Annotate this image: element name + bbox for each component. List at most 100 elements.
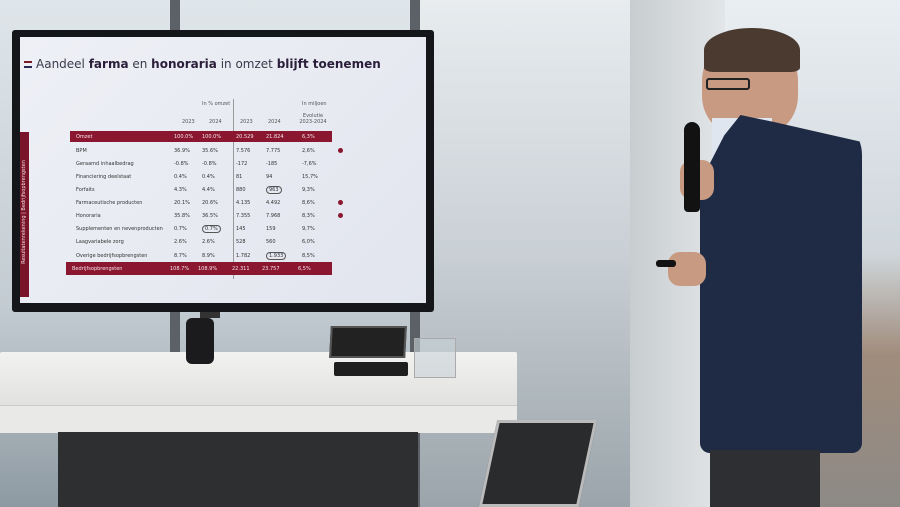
side-label: Resultatenrekening | Bedrijfsopbrengsten: [21, 160, 27, 264]
header-pct-group: In % omzet: [202, 101, 231, 107]
cell-label: Overige bedrijfsopbrengsten: [76, 252, 148, 259]
cell-v2024: 963: [266, 185, 282, 194]
presenter-blazer: [700, 115, 862, 453]
cell-p2024: 20.6%: [202, 199, 218, 206]
cell-v2023: -172: [236, 160, 248, 167]
cell-p2023: 108.7%: [170, 265, 190, 272]
cell-p2023: -0.8%: [174, 160, 189, 167]
highlight-dot-icon: [338, 213, 343, 218]
cell-evo: 9,3%: [302, 186, 315, 193]
cell-label: Geraamd inhaalbedrag: [76, 160, 134, 167]
presenter-hair: [704, 28, 800, 72]
cell-v2024: 7.775: [266, 147, 281, 154]
cell-v2023: 20.529: [236, 133, 254, 140]
cell-v2024: 1.933: [266, 251, 287, 260]
flag-icon: [24, 61, 32, 68]
header-2023-abs: 2023: [240, 119, 253, 125]
screen-stand: [200, 312, 220, 318]
cell-p2023: 0.7%: [174, 225, 187, 232]
cell-evo: 15,7%: [302, 173, 318, 180]
cell-v2024: 159: [266, 225, 276, 232]
highlight-dot-icon: [338, 200, 343, 205]
cell-v2023: 4.135: [236, 199, 251, 206]
cell-evo: 8,3%: [302, 212, 315, 219]
cell-p2024: 4.4%: [202, 186, 215, 193]
header-2024-abs: 2024: [268, 119, 281, 125]
slide-title: Aandeel farma en honoraria in omzet blij…: [36, 57, 381, 71]
cell-label: Forfaits: [76, 186, 95, 193]
table-row: Bedrijfsopbrengsten 108.7% 108.9% 22.311 23.…: [66, 262, 332, 275]
cell-label: Farmaceutische producten: [76, 199, 143, 206]
column-divider: [233, 99, 234, 279]
cell-label: BPM: [76, 147, 87, 154]
highlight-dot-icon: [338, 148, 343, 153]
table-row: Omzet 100.0% 100.0% 20.529 21.824 6,3%: [70, 131, 332, 142]
cell-p2024: 108.9%: [198, 265, 218, 272]
cell-evo: 2,6%: [302, 147, 315, 154]
table-row: BPM 36.9% 35.6% 7.576 7.775 2,6%: [70, 145, 343, 156]
header-evolution: Evolutie 2023-2024: [299, 113, 327, 125]
cell-p2024: 0.7%: [202, 224, 221, 233]
cell-p2023: 100.0%: [174, 133, 194, 140]
cell-evo: 6,3%: [302, 133, 315, 140]
desk-base: [58, 432, 418, 507]
conference-tablet: [329, 326, 407, 358]
cell-v2024: 21.824: [266, 133, 284, 140]
cell-v2024: 7.968: [266, 212, 281, 219]
cell-evo: 8,5%: [302, 252, 315, 259]
cell-p2024: 0.4%: [202, 173, 215, 180]
cell-p2023: 36.9%: [174, 147, 190, 154]
cell-v2023: 7.576: [236, 147, 251, 154]
table-row: Honoraria 35.8% 36.5% 7.355 7.968 8,3%: [70, 210, 343, 221]
cell-label: Financiering deelstaat: [76, 173, 132, 180]
glasses: [706, 78, 750, 90]
cell-label: Bedrijfsopbrengsten: [72, 265, 123, 272]
cell-p2023: 2.6%: [174, 238, 187, 245]
cell-v2024: -185: [266, 160, 278, 167]
cell-evo: -7,6%: [302, 160, 317, 167]
cell-v2023: 1.782: [236, 252, 251, 259]
cell-p2023: 20.1%: [174, 199, 190, 206]
presenter-trousers: [710, 450, 820, 507]
cell-p2024: 36.5%: [202, 212, 218, 219]
table-row: Supplementen en nevenproducten 0.7% 0.7% 14…: [70, 223, 332, 234]
microphone: [684, 122, 700, 212]
cell-v2023: 145: [236, 225, 246, 232]
cell-v2024: 560: [266, 238, 276, 245]
table-row: Farmaceutische producten 20.1% 20.6% 4.135 4…: [70, 197, 343, 208]
table-row: Laagvariabele zorg 2.6% 2.6% 528 560 6,0%: [70, 236, 332, 247]
cell-v2023: 7.355: [236, 212, 251, 219]
cell-v2023: 81: [236, 173, 243, 180]
cell-p2024: 2.6%: [202, 238, 215, 245]
cell-v2023: 880: [236, 186, 246, 193]
presenter-hand-remote: [668, 252, 706, 286]
speaker-device: [186, 318, 214, 364]
cell-v2023: 528: [236, 238, 246, 245]
cell-v2024: 23.757: [262, 265, 280, 272]
tablet-base: [334, 362, 408, 376]
cell-p2024: 8.9%: [202, 252, 215, 259]
table-row: Forfaits 4.3% 4.4% 880 963 9,3%: [70, 184, 332, 195]
table-row: Financiering deelstaat 0.4% 0.4% 81 94 15,7%: [70, 171, 332, 182]
cell-p2024: 35.6%: [202, 147, 218, 154]
table-row: Overige bedrijfsopbrengsten 8.7% 8.9% 1.782…: [70, 250, 332, 261]
cell-v2024: 94: [266, 173, 273, 180]
cell-evo: 6,0%: [302, 238, 315, 245]
laptop: [478, 420, 598, 507]
cell-evo: 8,6%: [302, 199, 315, 206]
cell-p2024: -0.8%: [202, 160, 217, 167]
cell-p2024: 100.0%: [202, 133, 222, 140]
cell-p2023: 0.4%: [174, 173, 187, 180]
cell-label: Supplementen en nevenproducten: [76, 225, 163, 232]
desk-edge: [0, 405, 517, 433]
presentation-slide: Aandeel farma en honoraria in omzet blij…: [20, 37, 426, 303]
water-glasses: [414, 338, 456, 378]
cell-p2023: 8.7%: [174, 252, 187, 259]
cell-label: Omzet: [76, 133, 93, 140]
cell-label: Laagvariabele zorg: [76, 238, 124, 245]
cell-v2023: 22.311: [232, 265, 250, 272]
header-abs-group: In miljoen: [302, 101, 327, 107]
clicker-remote: [656, 260, 676, 267]
cell-v2024: 4.492: [266, 199, 281, 206]
header-2023-pct: 2023: [182, 119, 195, 125]
